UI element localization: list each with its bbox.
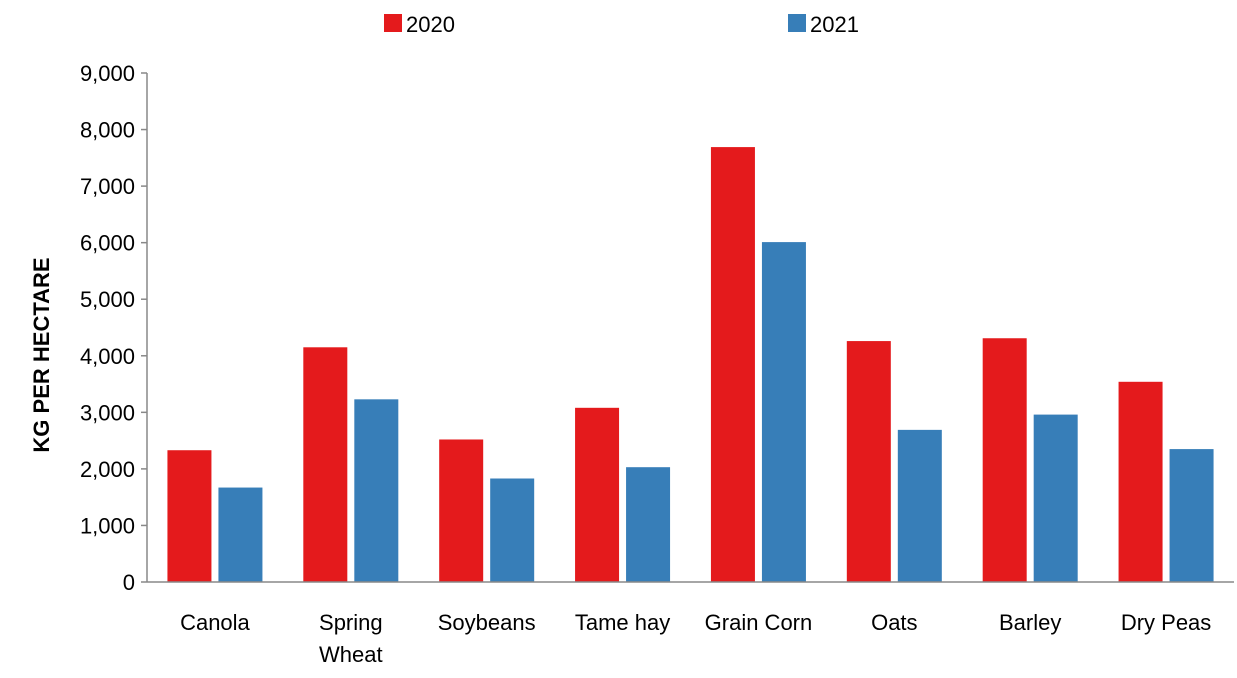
y-tick-label: 6,000 bbox=[80, 231, 135, 256]
bar-2021-0 bbox=[218, 487, 263, 582]
x-category-label-line: Oats bbox=[871, 610, 917, 635]
x-category-label: Tame hay bbox=[575, 610, 670, 635]
bar-2021-4 bbox=[761, 242, 806, 582]
legend-label-2021: 2021 bbox=[810, 12, 859, 37]
y-tick-label: 9,000 bbox=[80, 61, 135, 86]
y-tick-label: 0 bbox=[123, 570, 135, 595]
x-category-label-line: Dry Peas bbox=[1121, 610, 1211, 635]
x-category-label: Oats bbox=[871, 610, 917, 635]
bar-2021-2 bbox=[490, 478, 535, 582]
bars bbox=[167, 147, 1214, 583]
x-category-label: Spring Wheat bbox=[319, 610, 383, 667]
x-category-label: Dry Peas bbox=[1121, 610, 1211, 635]
x-category-label-line: Barley bbox=[999, 610, 1061, 635]
y-tick-label: 4,000 bbox=[80, 344, 135, 369]
x-axis-labels: Canola Spring Wheat Soybeans Tame hay Grain C… bbox=[180, 610, 1211, 667]
legend-swatch-2021 bbox=[788, 14, 806, 32]
x-category-label-line: Canola bbox=[180, 610, 250, 635]
bar-2020-7 bbox=[1118, 381, 1163, 582]
legend-label-2020: 2020 bbox=[406, 12, 455, 37]
bar-2020-5 bbox=[846, 341, 891, 582]
x-category-label: Soybeans bbox=[438, 610, 536, 635]
bar-2021-3 bbox=[626, 467, 671, 582]
y-tick-label: 2,000 bbox=[80, 457, 135, 482]
bar-2020-1 bbox=[303, 347, 348, 582]
y-tick-label: 5,000 bbox=[80, 287, 135, 312]
y-axis-ticks: 0 1,000 2,000 3,000 4,000 5,000 6,000 7,000 8,00… bbox=[80, 61, 147, 595]
x-category-label-line: Spring bbox=[319, 610, 383, 635]
bar-2020-4 bbox=[710, 147, 755, 583]
bar-2021-5 bbox=[897, 429, 942, 582]
bar-2021-7 bbox=[1169, 449, 1214, 582]
bar-2020-6 bbox=[982, 338, 1027, 582]
x-category-label-line: Wheat bbox=[319, 642, 383, 667]
y-tick-label: 3,000 bbox=[80, 400, 135, 425]
x-category-label-line: Grain Corn bbox=[705, 610, 813, 635]
x-category-label: Grain Corn bbox=[705, 610, 813, 635]
y-axis-label: KG PER HECTARE bbox=[29, 257, 54, 452]
legend: 2020 2021 bbox=[384, 12, 859, 37]
legend-swatch-2020 bbox=[384, 14, 402, 32]
bar-2021-1 bbox=[354, 399, 399, 582]
x-category-label-line: Soybeans bbox=[438, 610, 536, 635]
x-category-label: Barley bbox=[999, 610, 1061, 635]
bar-2020-0 bbox=[167, 450, 212, 582]
y-tick-label: 8,000 bbox=[80, 118, 135, 143]
y-tick-label: 7,000 bbox=[80, 174, 135, 199]
y-tick-label: 1,000 bbox=[80, 513, 135, 538]
x-category-label: Canola bbox=[180, 610, 250, 635]
bar-2020-3 bbox=[575, 407, 620, 582]
bar-2021-6 bbox=[1033, 414, 1078, 582]
bar-2020-2 bbox=[439, 439, 484, 582]
x-category-label-line: Tame hay bbox=[575, 610, 670, 635]
